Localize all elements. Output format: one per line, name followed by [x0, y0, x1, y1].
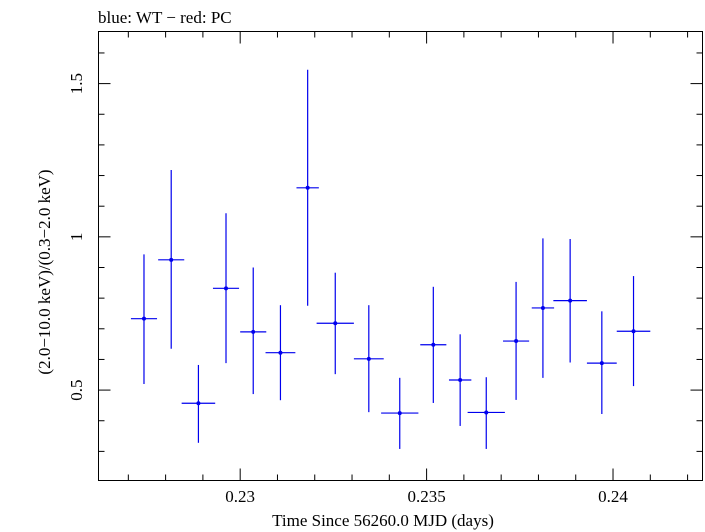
y-axis-label: (2.0−10.0 keV)/(0.3−2.0 keV): [35, 169, 54, 374]
x-axis: 0.23 0.235 0.24: [127, 31, 689, 506]
data-point: [158, 170, 185, 349]
data-point: [316, 272, 354, 375]
point-marker: [305, 185, 310, 190]
point-marker: [397, 411, 402, 416]
point-marker: [251, 329, 256, 334]
plot-frame: [98, 31, 703, 481]
data-point: [503, 281, 530, 400]
data-point: [240, 267, 267, 395]
data-point: [130, 254, 158, 384]
point-marker: [141, 316, 146, 321]
y-tick-label: 1.5: [67, 73, 86, 94]
x-tick-label: 0.23: [225, 487, 255, 506]
data-point: [531, 238, 555, 378]
data-point: [553, 238, 587, 363]
x-tick-label: 0.24: [598, 487, 628, 506]
data-point: [296, 69, 319, 306]
data-series: [130, 69, 651, 449]
point-marker: [631, 329, 636, 334]
point-marker: [458, 377, 463, 382]
point-marker: [278, 350, 283, 355]
point-marker: [366, 356, 371, 361]
point-marker: [514, 339, 519, 344]
point-marker: [540, 305, 545, 310]
point-marker: [431, 342, 436, 347]
data-point: [212, 213, 240, 364]
data-point: [448, 334, 472, 426]
point-marker: [224, 286, 229, 291]
y-axis: 0.5 1 1.5: [67, 52, 703, 452]
data-point: [181, 364, 216, 443]
data-point: [420, 286, 447, 403]
point-marker: [568, 298, 573, 303]
point-marker: [196, 401, 201, 406]
data-point: [353, 305, 384, 413]
data-point: [586, 311, 617, 414]
data-point: [616, 276, 651, 387]
point-marker: [599, 361, 604, 366]
data-point: [265, 305, 296, 401]
data-point: [381, 377, 419, 449]
y-tick-label: 1: [67, 233, 86, 242]
point-marker: [169, 257, 174, 262]
data-point: [467, 377, 505, 449]
y-tick-label: 0.5: [67, 379, 86, 400]
chart-title: blue: WT − red: PC: [98, 8, 232, 27]
x-tick-label: 0.235: [407, 487, 445, 506]
x-axis-label: Time Since 56260.0 MJD (days): [272, 511, 494, 530]
point-marker: [333, 321, 338, 326]
point-marker: [484, 410, 489, 415]
